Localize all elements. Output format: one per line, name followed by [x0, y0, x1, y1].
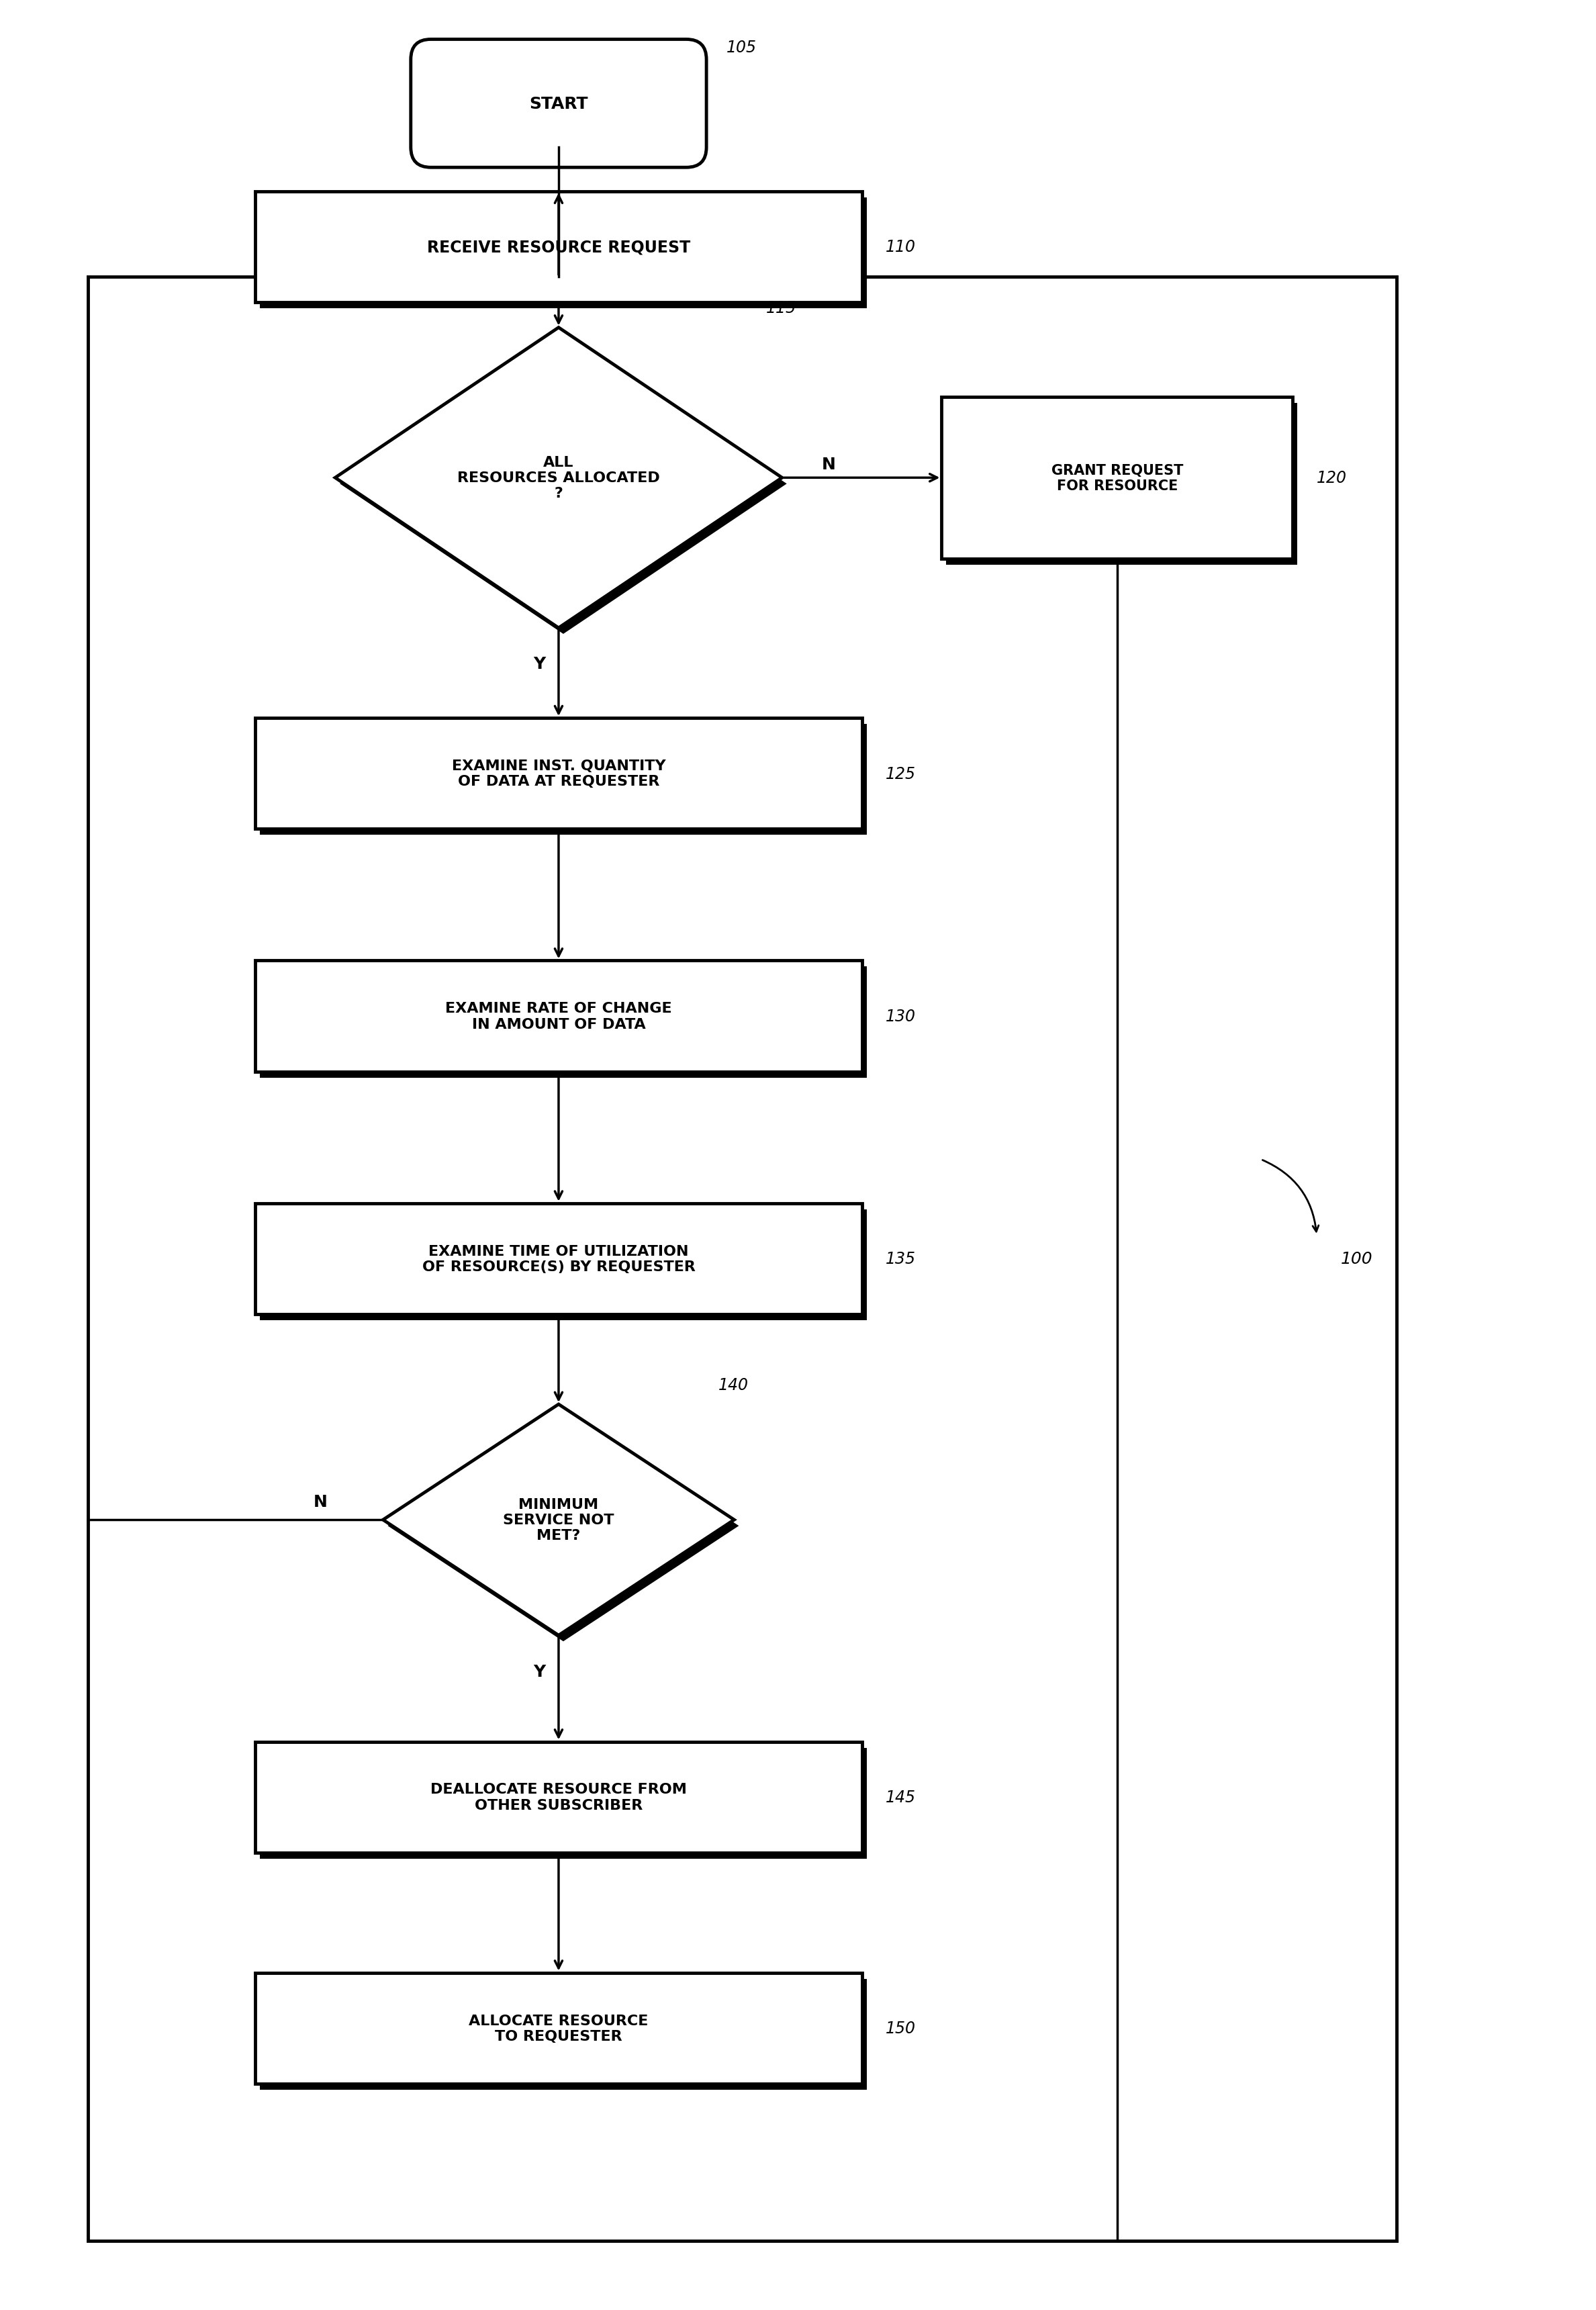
Bar: [255, 1742, 862, 1853]
Text: 130: 130: [886, 1009, 916, 1023]
FancyBboxPatch shape: [410, 39, 707, 169]
Text: 125: 125: [886, 767, 916, 781]
Text: N: N: [822, 457, 836, 471]
Text: 120: 120: [1317, 471, 1347, 485]
Polygon shape: [383, 1404, 734, 1635]
Text: 100: 100: [1341, 1252, 1373, 1266]
Text: EXAMINE TIME OF UTILIZATION
OF RESOURCE(S) BY REQUESTER: EXAMINE TIME OF UTILIZATION OF RESOURCE(…: [421, 1245, 696, 1273]
Bar: [255, 1973, 862, 2084]
Text: 135: 135: [886, 1252, 916, 1266]
Text: ALLOCATE RESOURCE
TO REQUESTER: ALLOCATE RESOURCE TO REQUESTER: [469, 2014, 648, 2042]
Text: Y: Y: [533, 656, 546, 672]
Bar: [260, 1980, 867, 2091]
Bar: [260, 725, 867, 836]
Bar: [255, 1204, 862, 1314]
Text: Y: Y: [533, 1663, 546, 1679]
Text: RECEIVE RESOURCE REQUEST: RECEIVE RESOURCE REQUEST: [426, 240, 691, 254]
Bar: [260, 968, 867, 1079]
Text: 145: 145: [886, 1790, 916, 1804]
Text: 150: 150: [886, 2021, 916, 2035]
Text: 115: 115: [766, 300, 796, 316]
Text: 140: 140: [718, 1377, 749, 1393]
Polygon shape: [335, 328, 782, 628]
Polygon shape: [340, 335, 787, 635]
Bar: [255, 718, 862, 829]
Text: START: START: [530, 97, 587, 111]
Bar: [260, 199, 867, 310]
Text: EXAMINE RATE OF CHANGE
IN AMOUNT OF DATA: EXAMINE RATE OF CHANGE IN AMOUNT OF DATA: [445, 1003, 672, 1030]
Bar: [260, 1749, 867, 1860]
Text: GRANT REQUEST
FOR RESOURCE: GRANT REQUEST FOR RESOURCE: [1052, 464, 1183, 492]
Bar: [88, 277, 1396, 2241]
Bar: [255, 192, 862, 303]
Polygon shape: [388, 1411, 739, 1642]
Bar: [255, 961, 862, 1072]
Text: ALL
RESOURCES ALLOCATED
?: ALL RESOURCES ALLOCATED ?: [458, 455, 659, 501]
Text: DEALLOCATE RESOURCE FROM
OTHER SUBSCRIBER: DEALLOCATE RESOURCE FROM OTHER SUBSCRIBE…: [431, 1783, 686, 1811]
Bar: [260, 1210, 867, 1321]
Text: 105: 105: [726, 39, 757, 55]
Text: MINIMUM
SERVICE NOT
MET?: MINIMUM SERVICE NOT MET?: [503, 1497, 614, 1543]
Bar: [946, 404, 1298, 566]
Bar: [942, 397, 1293, 559]
Text: N: N: [313, 1495, 327, 1508]
Text: 110: 110: [886, 240, 916, 254]
Text: EXAMINE INST. QUANTITY
OF DATA AT REQUESTER: EXAMINE INST. QUANTITY OF DATA AT REQUES…: [452, 760, 666, 788]
